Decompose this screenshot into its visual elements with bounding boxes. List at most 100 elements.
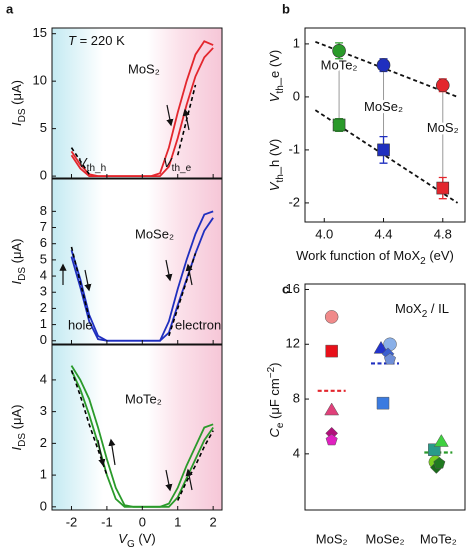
marker — [376, 58, 391, 72]
arrows — [59, 104, 193, 492]
text-part: I — [9, 446, 24, 450]
panel-label: a — [6, 1, 14, 16]
arrow — [165, 469, 173, 492]
marker — [433, 434, 449, 447]
y-tick-label: 4 — [293, 445, 300, 460]
text-part: (μF cm — [267, 378, 282, 422]
y-tick-label: 7 — [40, 219, 47, 234]
text-part: (V) — [135, 531, 156, 546]
marker — [377, 143, 390, 157]
y-tick-label: 1 — [293, 35, 300, 50]
y-tick-label: 15 — [33, 25, 47, 40]
x-tick-label: 4.8 — [434, 226, 452, 241]
point-label: MoSe₂ — [364, 99, 403, 114]
plot-frame — [51, 344, 223, 511]
x-axis-label: Work function of MoX2 (eV) — [296, 248, 454, 266]
text-part: V — [78, 155, 88, 170]
point-label: MoS₂ — [427, 120, 459, 135]
marker — [324, 402, 340, 416]
text-part: I — [9, 280, 24, 284]
text-part: G — [127, 539, 135, 550]
plot-frame — [304, 283, 466, 511]
x-tick-label: MoSe₂ — [365, 531, 404, 546]
annotation: electron — [175, 317, 221, 332]
y-tick-label: 4 — [40, 371, 47, 386]
y-axis-label: IDS (μA) — [9, 80, 27, 126]
y-tick-label: 12 — [286, 336, 300, 351]
y-tick-label: 2 — [40, 300, 47, 315]
fit-line — [70, 370, 214, 501]
y-axis-label: IDS (μA) — [9, 405, 27, 451]
y-tick-label: 3 — [40, 403, 47, 418]
x-tick-label: 1 — [174, 514, 181, 529]
point-label: MoTe₂ — [321, 57, 358, 72]
text-part: V — [267, 181, 282, 191]
marker — [332, 118, 346, 132]
x-tick-label: MoS₂ — [316, 531, 348, 546]
y-tick-label: 0 — [293, 88, 300, 103]
text-part: e — [275, 422, 286, 428]
y-tick-label: -1 — [288, 141, 300, 156]
text-part: MoX — [395, 301, 422, 316]
text-part: th_e — [172, 163, 192, 174]
annotation: Vth_e — [163, 155, 192, 173]
text-part: ) — [267, 362, 282, 366]
text-part: (μA) — [9, 239, 24, 267]
text-part: T — [68, 33, 77, 48]
x-axis-label: VG (V) — [118, 531, 155, 549]
x-tick-label: 4.0 — [315, 226, 333, 241]
arrow — [185, 468, 193, 491]
arrow — [166, 104, 174, 127]
text-part: DS — [17, 267, 28, 281]
fit-line — [315, 40, 458, 98]
marker — [435, 78, 450, 93]
y-tick-label: 10 — [33, 73, 47, 88]
y-tick-label: 2 — [40, 435, 47, 450]
y-tick-label: 3 — [40, 284, 47, 299]
x-tick-label: 4.4 — [374, 226, 392, 241]
marker — [376, 396, 390, 410]
x-tick-label: -2 — [66, 514, 78, 529]
text-part: th — [275, 85, 286, 93]
text-part: (μA) — [9, 405, 24, 433]
arrow — [108, 438, 116, 466]
text-part: = 220 K — [76, 33, 125, 48]
plot-frame — [304, 27, 466, 223]
series-label: MoTe₂ — [125, 391, 162, 406]
marker — [373, 340, 389, 354]
marker — [433, 457, 446, 469]
x-tick-label: MoTe₂ — [420, 531, 457, 546]
x-tick-label: 2 — [210, 514, 217, 529]
text-part: Work function of MoX — [296, 248, 420, 263]
y-tick-label: 5 — [40, 251, 47, 266]
y-axis-label: IDS (μA) — [9, 239, 27, 285]
y-axis-label: Vth_h (V) — [267, 139, 285, 191]
text-part: / IL — [427, 301, 449, 316]
arrow — [165, 259, 173, 282]
text-part: 2 — [420, 256, 426, 267]
arrow — [182, 108, 190, 131]
y-tick-label: 16 — [286, 281, 300, 296]
annotation: MoX2 / IL — [395, 301, 449, 319]
marker — [383, 353, 397, 365]
text-part: V — [267, 92, 282, 102]
plot-frame — [51, 178, 223, 345]
series-label: MoS₂ — [128, 61, 160, 76]
y-tick-label: 0 — [40, 168, 47, 183]
text-part: DS — [17, 433, 28, 447]
text-part: 2 — [422, 309, 428, 320]
y-tick-label: 8 — [293, 390, 300, 405]
annotation: Vth_h — [78, 155, 106, 173]
background-shade — [52, 28, 222, 178]
marker — [325, 433, 338, 446]
y-axis-label: Ce (μF cm−2) — [266, 362, 286, 437]
plot-frame — [51, 27, 223, 179]
marker — [325, 344, 338, 358]
text-part: (μA) — [9, 80, 24, 108]
annotation: T = 220 K — [68, 33, 125, 48]
arrow — [185, 263, 193, 286]
text-part: C — [267, 428, 282, 438]
marker — [332, 43, 346, 58]
panel-label: b — [282, 1, 290, 16]
